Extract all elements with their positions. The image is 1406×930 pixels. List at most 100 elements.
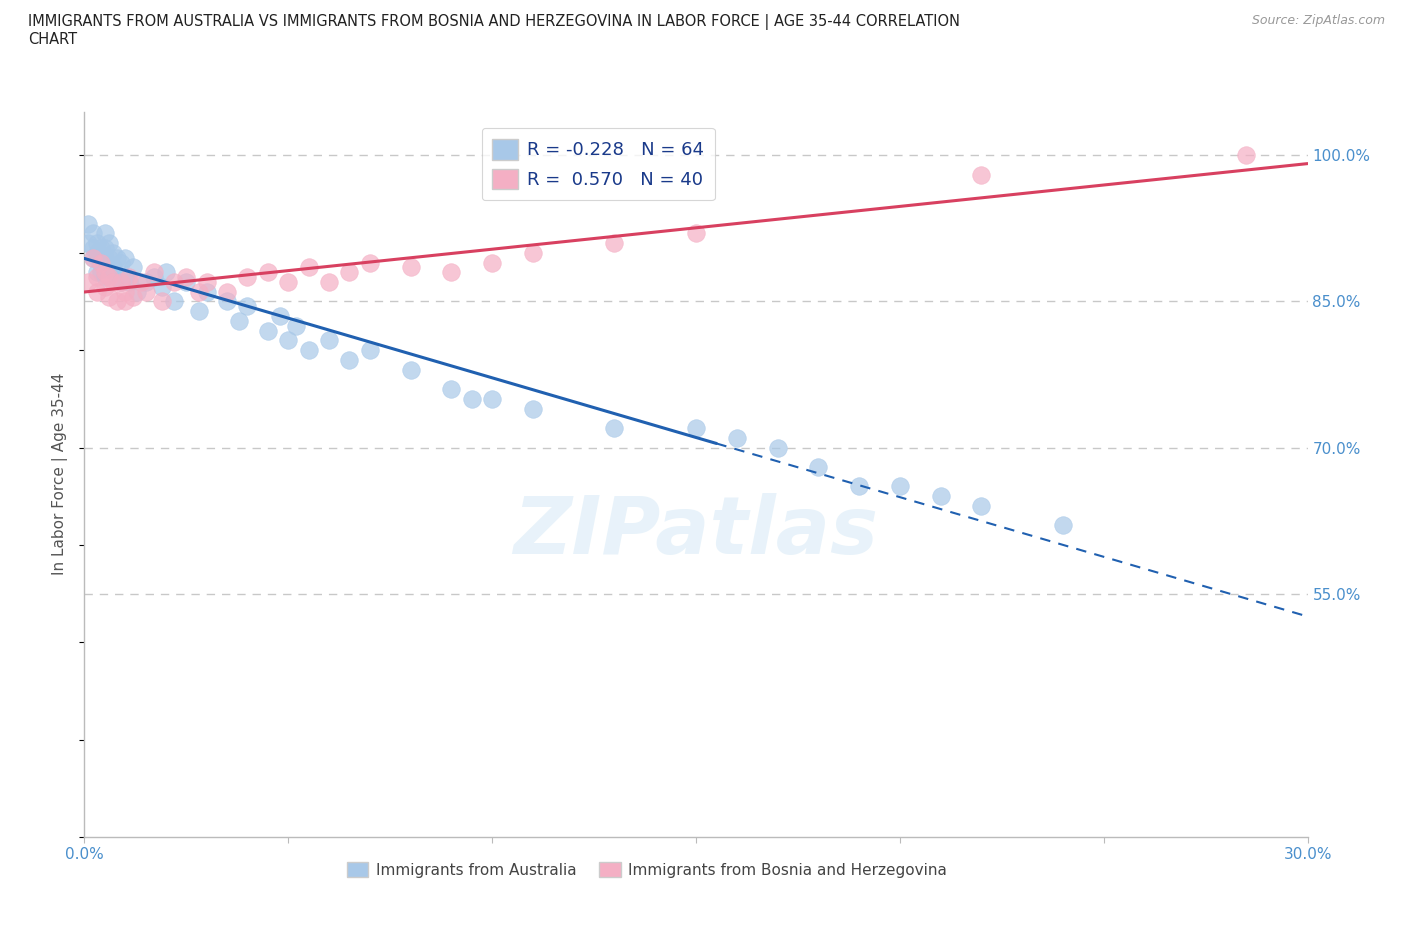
Point	[86, 285, 108, 299]
Point	[114, 294, 136, 309]
Point	[217, 285, 239, 299]
Point	[970, 498, 993, 513]
Text: ZIPatlas: ZIPatlas	[513, 493, 879, 571]
Point	[217, 294, 239, 309]
Point	[93, 226, 115, 241]
Point	[1236, 148, 1258, 163]
Point	[236, 270, 259, 285]
Point	[889, 479, 911, 494]
Point	[93, 265, 115, 280]
Point	[86, 246, 108, 260]
Point	[122, 260, 145, 275]
Point	[187, 304, 209, 319]
Point	[118, 274, 141, 289]
Point	[142, 270, 165, 285]
Point	[174, 274, 197, 289]
Text: IMMIGRANTS FROM AUSTRALIA VS IMMIGRANTS FROM BOSNIA AND HERZEGOVINA IN LABOR FOR: IMMIGRANTS FROM AUSTRALIA VS IMMIGRANTS …	[28, 14, 960, 47]
Point	[142, 265, 165, 280]
Point	[318, 274, 340, 289]
Text: Source: ZipAtlas.com: Source: ZipAtlas.com	[1251, 14, 1385, 27]
Point	[82, 226, 104, 241]
Point	[725, 431, 748, 445]
Point	[135, 274, 157, 289]
Point	[257, 265, 280, 280]
Point	[461, 392, 484, 406]
Point	[440, 265, 463, 280]
Point	[195, 285, 218, 299]
Point	[236, 299, 259, 313]
Point	[97, 250, 120, 265]
Point	[90, 255, 112, 270]
Point	[82, 250, 104, 265]
Point	[155, 265, 177, 280]
Point	[298, 260, 321, 275]
Y-axis label: In Labor Force | Age 35-44: In Labor Force | Age 35-44	[52, 373, 69, 576]
Point	[118, 270, 141, 285]
Point	[970, 167, 993, 182]
Point	[105, 250, 128, 265]
Point	[163, 274, 186, 289]
Point	[359, 343, 381, 358]
Point	[93, 270, 115, 285]
Point	[93, 250, 115, 265]
Point	[522, 401, 544, 416]
Point	[1052, 518, 1074, 533]
Point	[848, 479, 870, 494]
Point	[97, 265, 120, 280]
Point	[187, 285, 209, 299]
Point	[257, 324, 280, 339]
Point	[685, 420, 707, 435]
Point	[110, 274, 132, 289]
Point	[359, 255, 381, 270]
Point	[150, 294, 173, 309]
Point	[766, 440, 789, 455]
Point	[110, 255, 132, 270]
Point	[603, 235, 626, 250]
Point	[135, 285, 157, 299]
Point	[101, 260, 124, 275]
Point	[77, 216, 100, 231]
Point	[77, 274, 100, 289]
Point	[77, 235, 100, 250]
Point	[110, 274, 132, 289]
Point	[114, 285, 136, 299]
Point	[131, 274, 153, 289]
Point	[277, 274, 299, 289]
Point	[97, 270, 120, 285]
Point	[105, 294, 128, 309]
Point	[440, 381, 463, 396]
Point	[86, 235, 108, 250]
Point	[82, 250, 104, 265]
Point	[163, 294, 186, 309]
Point	[339, 352, 361, 367]
Point	[114, 270, 136, 285]
Point	[86, 270, 108, 285]
Point	[97, 289, 120, 304]
Point	[114, 250, 136, 265]
Point	[82, 241, 104, 256]
Point	[90, 241, 112, 256]
Point	[399, 260, 422, 275]
Point	[339, 265, 361, 280]
Point	[298, 343, 321, 358]
Point	[228, 313, 250, 328]
Point	[399, 362, 422, 377]
Point	[122, 289, 145, 304]
Point	[150, 279, 173, 294]
Point	[929, 489, 952, 504]
Point	[86, 265, 108, 280]
Point	[269, 309, 291, 324]
Point	[277, 333, 299, 348]
Point	[174, 270, 197, 285]
Point	[105, 270, 128, 285]
Point	[90, 255, 112, 270]
Point	[481, 255, 503, 270]
Point	[97, 235, 120, 250]
Point	[603, 420, 626, 435]
Point	[285, 318, 308, 333]
Point	[318, 333, 340, 348]
Point	[522, 246, 544, 260]
Point	[93, 279, 115, 294]
Point	[101, 274, 124, 289]
Point	[90, 265, 112, 280]
